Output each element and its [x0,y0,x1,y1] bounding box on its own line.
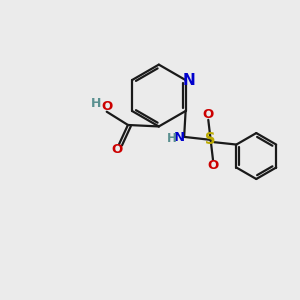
Text: O: O [101,100,112,113]
Text: N: N [173,131,184,144]
Text: O: O [203,108,214,121]
Text: H: H [167,132,177,145]
Text: N: N [182,73,195,88]
Text: O: O [207,159,219,172]
Text: O: O [111,143,122,156]
Text: H: H [91,97,102,110]
Text: S: S [206,132,216,147]
